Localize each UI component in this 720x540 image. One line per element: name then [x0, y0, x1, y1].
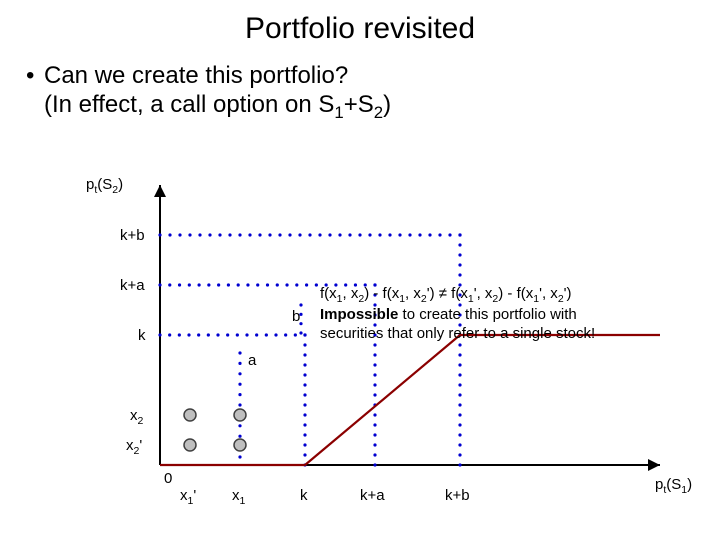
xtick-x1: x1	[232, 487, 245, 507]
xtick-k: k	[300, 487, 308, 504]
bullet-text: •Can we create this portfolio? (In effec…	[26, 62, 720, 123]
ytick-kb: k+b	[120, 227, 145, 244]
callout-text: f(x1, x2) - f(x1, x2') ≠ f(x1', x2) - f(…	[320, 285, 690, 344]
xtick-x1p: x1'	[180, 487, 196, 507]
label-b: b	[292, 308, 300, 325]
xtick-ka: k+a	[360, 487, 385, 504]
y-axis-label: pt(S2)	[86, 176, 123, 196]
x-axis-label: pt(S1)	[655, 476, 692, 496]
diagram-svg	[60, 180, 700, 520]
ytick-x2: x2	[130, 407, 143, 427]
ytick-x2p: x2'	[126, 437, 142, 457]
xtick-kb: k+b	[445, 487, 470, 504]
ytick-k: k	[138, 327, 146, 344]
label-a: a	[248, 352, 256, 369]
ytick-ka: k+a	[120, 277, 145, 294]
xtick-0: 0	[164, 470, 172, 487]
payoff-diagram: pt(S2) pt(S1) k+b k+a k x2 x2' 0 x1' x1 …	[60, 180, 700, 520]
slide-title: Portfolio revisited	[0, 0, 720, 46]
